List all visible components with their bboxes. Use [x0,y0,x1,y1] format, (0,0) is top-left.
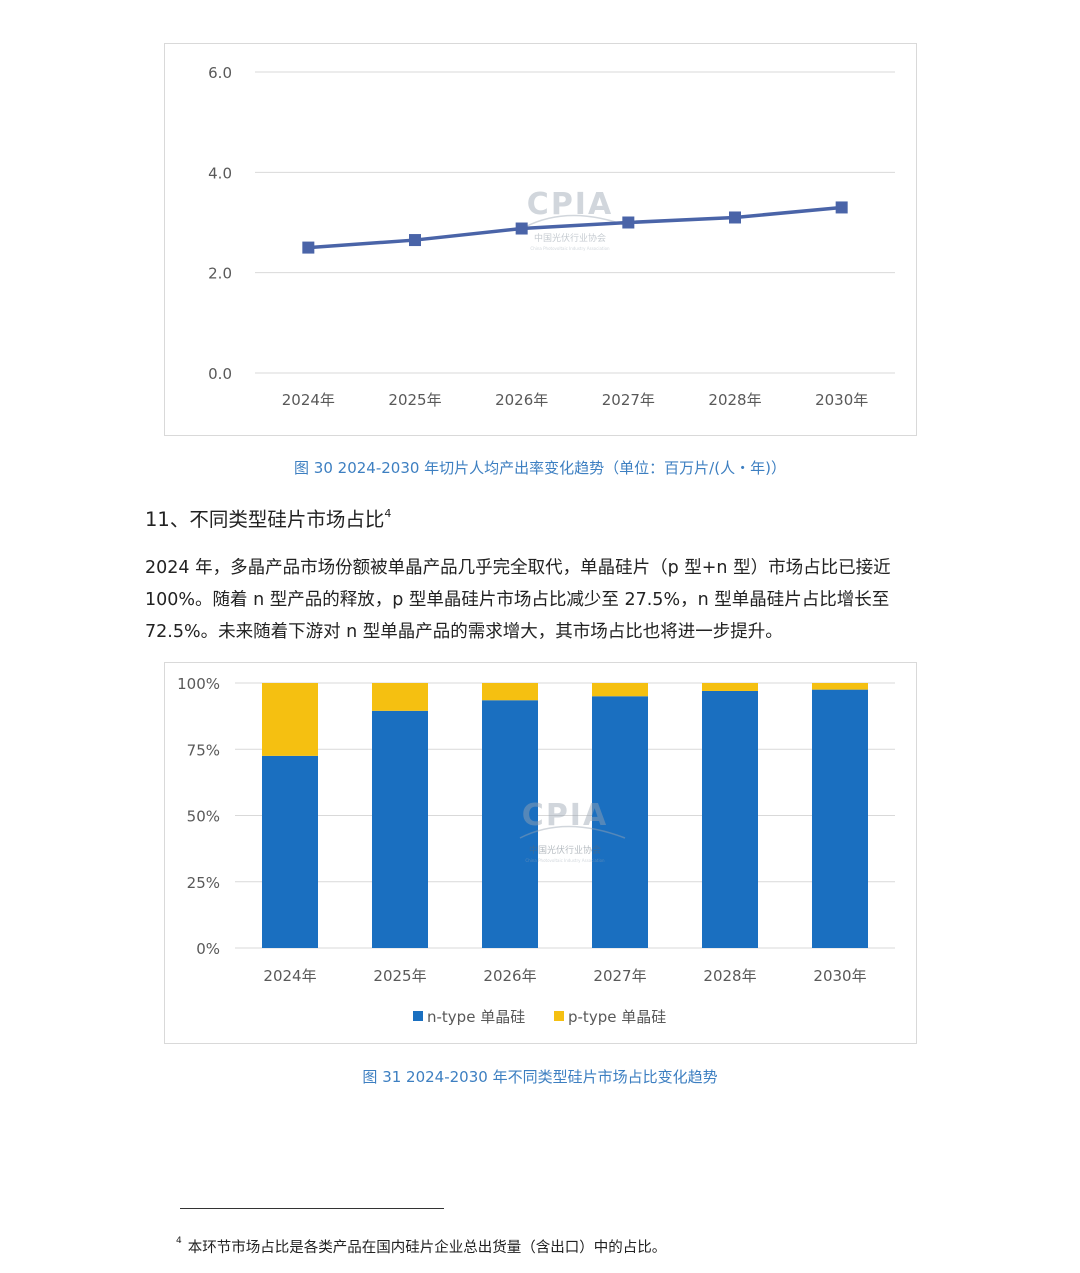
x-tick-label: 2024年 [263,967,316,985]
data-point-marker [409,234,421,247]
bar-chart-y-axis: 0% 25% 50% 75% 100% [177,675,220,958]
legend-swatch [413,1011,423,1021]
stacked-bar-chart-panel: 0% 25% 50% 75% 100% 2024年 2025年 2026年 2027年 2028… [164,662,917,1044]
data-point-marker [622,216,635,229]
bar-segment [702,690,758,948]
figure-31-caption: 图 31 2024-2030 年不同类型硅片市场占比变化趋势 [362,1068,718,1086]
y-tick-label: 2.0 [208,265,232,283]
watermark-tagline: China Photovoltaic Industry Association [525,858,605,863]
bar-segment [812,683,868,690]
x-tick-label: 2026年 [495,391,548,409]
data-point-marker [302,241,315,254]
y-tick-label: 25% [187,874,220,892]
bar-segment [592,696,648,948]
bar-chart-bars [262,683,868,948]
bar-chart-legend: n-type 单晶硅 p-type 单晶硅 [413,1008,666,1026]
line-chart-y-axis: 0.0 2.0 4.0 6.0 [208,64,232,383]
bar-segment [372,710,428,948]
y-tick-label: 100% [177,675,220,693]
y-tick-label: 6.0 [208,64,232,82]
figure-30-caption: 图 30 2024-2030 年切片人均产出率变化趋势（单位：百万片/(人・年)… [294,459,786,477]
series-line [308,205,842,250]
line-chart-panel: 0.0 2.0 4.0 6.0 2024年 2025年 2026年 2027年 2028年 20… [164,43,917,436]
section-heading: 11、不同类型硅片市场占比4 [145,503,391,532]
bar-segment [482,700,538,948]
y-tick-label: 0.0 [208,365,232,383]
bar-chart-x-axis: 2024年 2025年 2026年 2027年 2028年 2030年 [263,967,866,985]
section-heading-text: 11、不同类型硅片市场占比 [145,508,385,531]
x-tick-label: 2025年 [388,391,441,409]
x-tick-label: 2030年 [815,391,868,409]
line-chart: 0.02.04.06.0 2024年 2025年 2026年 2027年 2028年 20… [208,64,895,409]
x-tick-label: 2030年 [813,967,866,985]
footnote: 4 本环节市场占比是各类产品在国内硅片企业总出货量（含出口）中的占比。 [176,1236,666,1257]
stacked-bar-chart: 0% 25% 50% 75% 100% 2024年 2025年 2026年 2027年 2028… [177,675,895,1026]
footnote-marker: 4 [176,1236,182,1247]
legend-label: n-type 单晶硅 [427,1008,525,1026]
watermark-tagline: China Photovoltaic Industry Association [530,246,610,251]
watermark-logo-text: CPIA [522,798,608,833]
line-chart-gridlines [255,71,895,374]
footnote-reference: 4 [384,506,392,520]
data-point-marker [729,211,741,224]
data-point-marker [835,201,848,214]
bar-segment [592,683,648,697]
line-chart-series [302,201,848,254]
bar-segment [812,689,868,948]
x-tick-label: 2028年 [703,967,756,985]
chart-watermark: CPIA 中国光伏行业协会 China Photovoltaic Industr… [519,798,626,863]
x-tick-label: 2028年 [708,391,761,409]
legend-swatch [554,1011,564,1021]
y-tick-label: 0% [196,940,220,958]
watermark-subtitle: 中国光伏行业协会 [529,844,601,856]
y-tick-label: 4.0 [208,164,232,182]
x-tick-label: 2026年 [483,967,536,985]
bar-segment [262,683,318,756]
bar-segment [482,683,538,701]
footnote-text: 本环节市场占比是各类产品在国内硅片企业总出货量（含出口）中的占比。 [187,1240,667,1256]
legend-label: p-type 单晶硅 [568,1008,666,1026]
footnote-divider [180,1208,444,1209]
watermark-subtitle: 中国光伏行业协会 [534,232,606,244]
y-tick-label: 75% [187,741,220,759]
chart-watermark: CPIA 中国光伏行业协会 China Photovoltaic Industr… [524,187,631,251]
y-tick-label: 50% [187,808,220,826]
body-paragraph: 2024 年，多晶产品市场份额被单晶产品几乎完全取代，单晶硅片（p 型+n 型）… [145,558,891,642]
bar-segment [262,755,318,948]
bar-chart-gridlines [235,682,895,949]
watermark-logo-text: CPIA [527,187,613,222]
x-tick-label: 2025年 [373,967,426,985]
x-tick-label: 2027年 [593,967,646,985]
bar-segment [702,683,758,691]
line-chart-x-axis: 2024年 2025年 2026年 2027年 2028年 2030年 [282,391,869,409]
bar-segment [372,683,428,711]
data-point-marker [515,222,528,235]
x-tick-label: 2024年 [282,391,335,409]
x-tick-label: 2027年 [602,391,655,409]
watermark-arc [519,825,626,839]
